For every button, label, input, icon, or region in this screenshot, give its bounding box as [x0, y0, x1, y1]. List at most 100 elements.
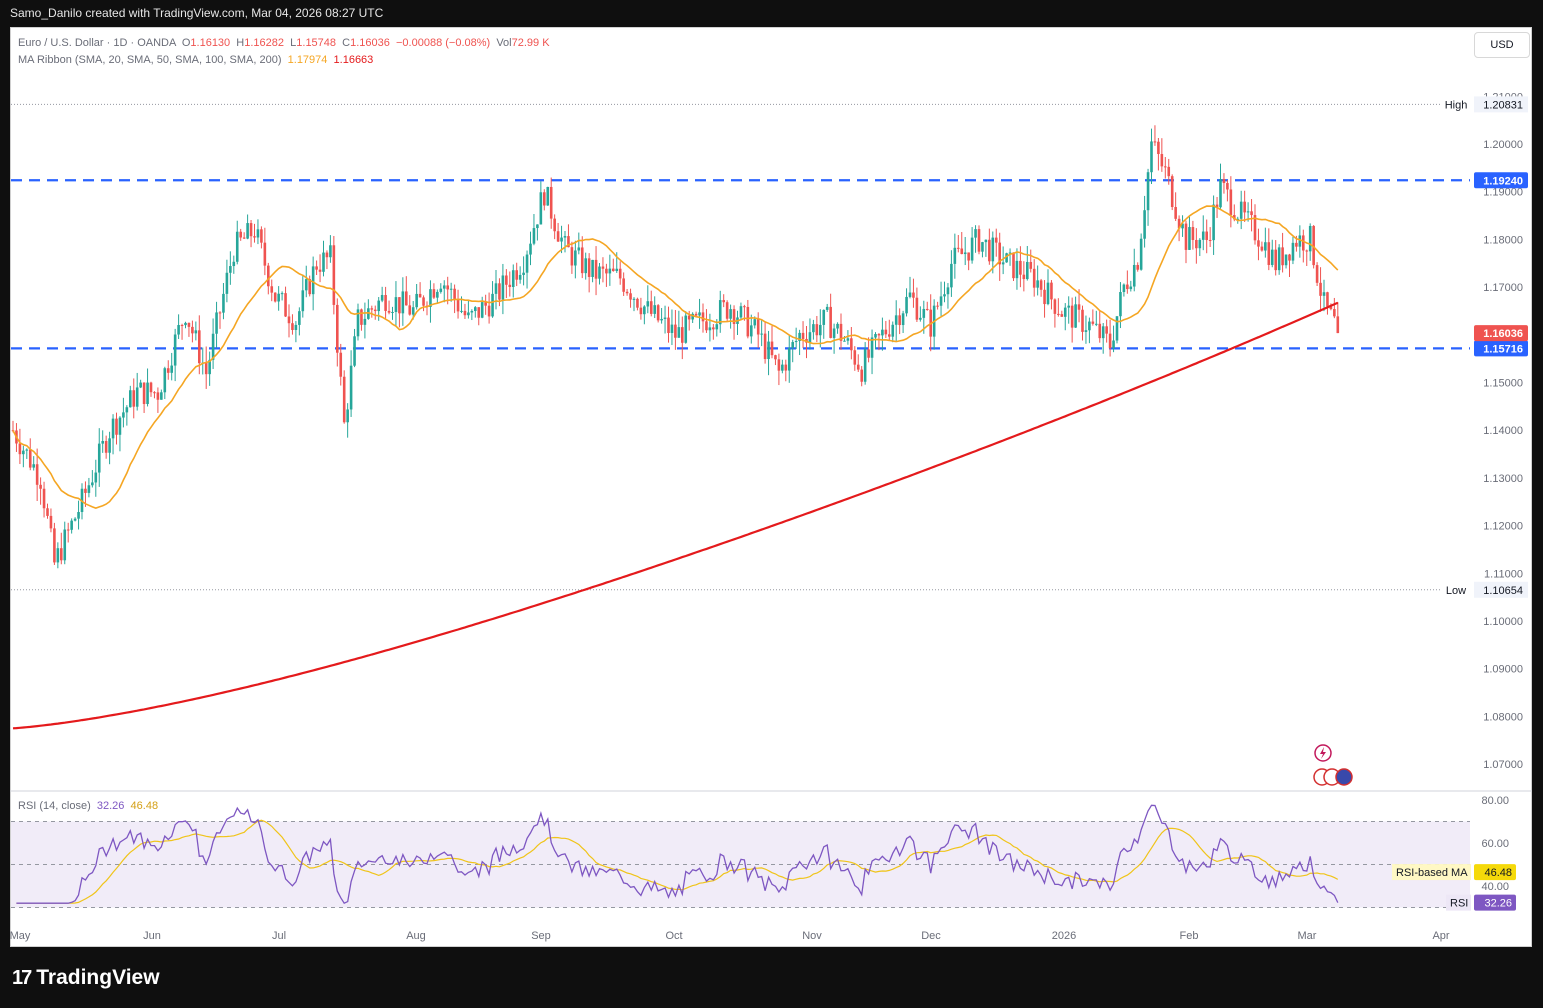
candle-body	[532, 228, 536, 244]
candle-body	[643, 306, 646, 315]
tradingview-wordmark: TradingView	[36, 966, 160, 989]
candle-body	[618, 268, 622, 279]
candle-body	[298, 311, 301, 325]
candle-body	[653, 305, 656, 314]
candle-body	[708, 327, 712, 331]
sma200-line	[12, 301, 1339, 730]
candle-body	[111, 418, 115, 439]
candle-body	[667, 317, 670, 333]
ma20-value: 1.17974	[287, 54, 328, 66]
time-tick-label: Apr	[1432, 930, 1449, 942]
candle-body	[1115, 316, 1119, 341]
candle-body	[912, 292, 915, 298]
candle-body	[877, 334, 881, 336]
rsi-value-label: 32.26	[1484, 898, 1512, 910]
price-tick-label: 1.15000	[1483, 378, 1523, 390]
candle-body	[612, 268, 615, 272]
candle-body	[522, 272, 525, 275]
candle-body	[1157, 141, 1160, 155]
candle-body	[35, 464, 39, 485]
rsi-ma-value-label: 46.48	[1484, 867, 1512, 879]
candle-body	[1233, 215, 1236, 220]
candle-body	[1170, 176, 1174, 208]
candle-body	[129, 390, 132, 408]
candle-body	[1026, 261, 1029, 280]
candle-body	[125, 407, 129, 413]
candle-body	[273, 292, 277, 302]
candle-body	[1246, 211, 1250, 213]
candle-body	[370, 308, 374, 310]
sma20-line	[12, 205, 1339, 509]
candle-body	[1288, 254, 1291, 261]
candle-body	[22, 450, 25, 455]
close-value: 1.16036	[350, 37, 390, 49]
candle-body	[1101, 326, 1105, 339]
ma-ribbon-label: MA Ribbon (SMA, 20, SMA, 50, SMA, 100, S…	[18, 54, 282, 66]
candle-body	[198, 330, 201, 364]
candle-body	[318, 269, 322, 272]
candle-body	[139, 382, 142, 388]
candle-body	[191, 326, 194, 334]
symbol-title: Euro / U.S. Dollar · 1D · OANDA	[18, 37, 176, 49]
candle-body	[1277, 247, 1281, 271]
candle-body	[891, 324, 895, 337]
time-tick-label: Aug	[406, 930, 426, 942]
candle-body	[829, 306, 832, 338]
candle-body	[798, 332, 801, 342]
candle-body	[898, 315, 901, 326]
candle-body	[39, 484, 42, 489]
candle-body	[756, 319, 760, 335]
candle-body	[970, 237, 974, 261]
currency-button[interactable]: USD	[1474, 32, 1530, 58]
candle-body	[825, 306, 829, 310]
candle-body	[394, 297, 398, 313]
candle-body	[142, 382, 146, 405]
candle-body	[1143, 210, 1146, 239]
candle-body	[1022, 274, 1026, 280]
low-value: 1.15748	[296, 37, 337, 49]
candle-body	[460, 310, 463, 312]
candle-body	[915, 297, 919, 320]
candle-body	[1160, 154, 1164, 167]
candle-body	[594, 259, 598, 279]
candle-body	[1136, 264, 1139, 270]
rsi-line	[16, 804, 1339, 905]
price-tick-label: 1.20000	[1483, 139, 1523, 151]
candle-body	[977, 229, 981, 252]
candle-body	[718, 300, 722, 325]
candle-body	[70, 520, 73, 530]
candle-body	[1105, 326, 1108, 334]
candle-body	[239, 231, 242, 238]
candle-body	[398, 297, 401, 314]
candle-body	[908, 292, 912, 297]
candle-body	[625, 291, 629, 294]
candle-body	[843, 340, 846, 342]
candle-body	[549, 186, 553, 219]
candle-body	[291, 323, 294, 330]
candle-body	[525, 254, 529, 273]
candle-body	[722, 300, 725, 303]
candle-body	[135, 387, 139, 407]
candle-body	[1291, 242, 1295, 261]
candle-body	[608, 268, 612, 274]
candle-body	[329, 245, 332, 258]
candle-body	[160, 392, 163, 400]
key-level-tag	[1474, 340, 1528, 357]
price-tick-label: 1.14000	[1483, 425, 1523, 437]
candle-body	[1046, 282, 1050, 305]
candle-body	[42, 488, 46, 509]
candle-body	[846, 338, 850, 341]
candle-body	[1088, 321, 1091, 331]
candle-body	[170, 365, 173, 373]
candle-body	[701, 312, 705, 322]
rsi-ma-tag-bg	[1392, 864, 1471, 881]
candle-body	[304, 279, 308, 291]
candle-body	[280, 293, 284, 295]
candle-body	[808, 332, 812, 343]
price-tick-label: 1.10000	[1483, 616, 1523, 628]
candle-body	[249, 223, 253, 237]
candle-body	[822, 309, 826, 325]
candle-body	[1270, 249, 1274, 265]
candle-body	[456, 300, 460, 312]
